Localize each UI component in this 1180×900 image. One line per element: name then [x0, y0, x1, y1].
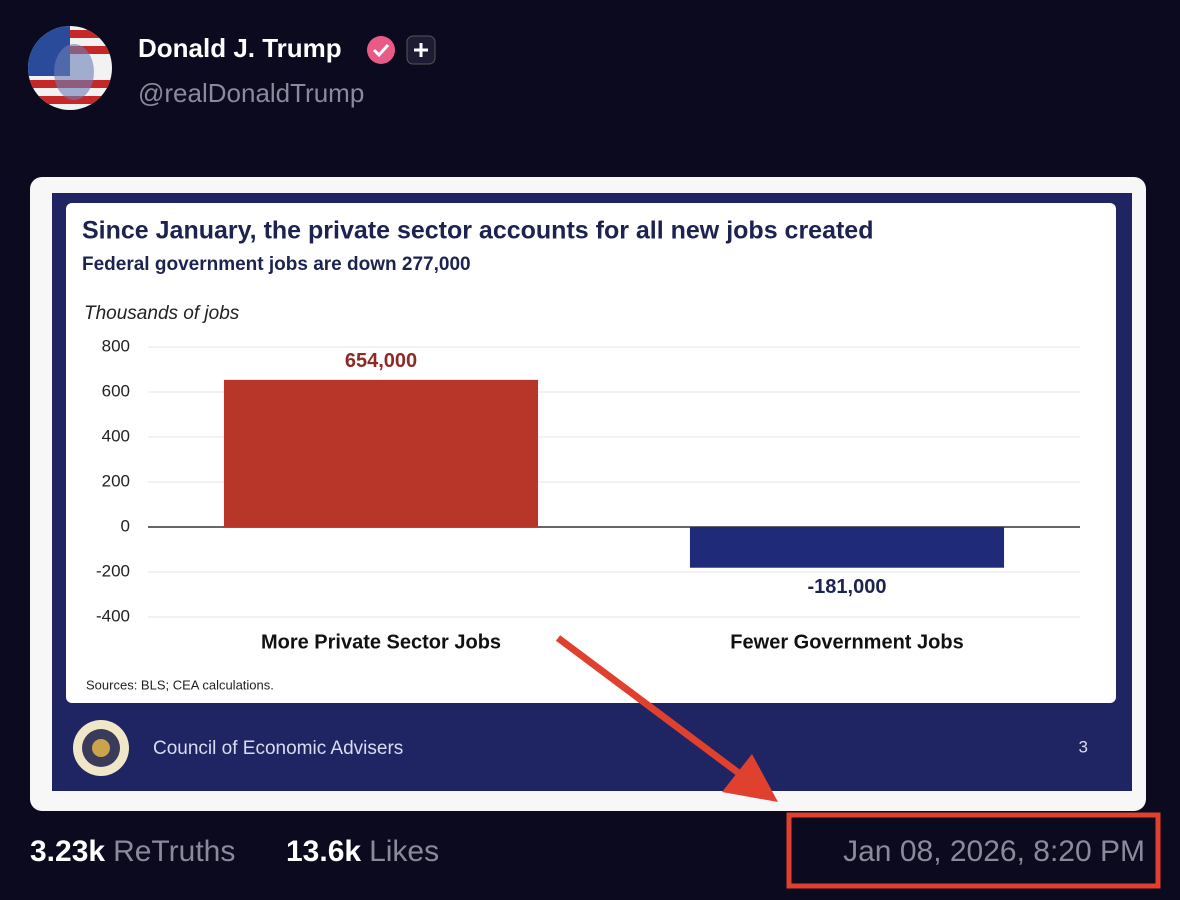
y-tick-label: -400	[96, 606, 130, 625]
y-tick-label: 0	[121, 516, 130, 535]
y-tick-label: 800	[102, 336, 130, 355]
retruths-label[interactable]: ReTruths	[113, 835, 235, 868]
red-arrow	[555, 635, 778, 802]
y-tick-label: -200	[96, 561, 130, 580]
x-tick-label: More Private Sector Jobs	[261, 631, 501, 653]
y-axis-label: Thousands of jobs	[84, 303, 240, 324]
slide-footer: Council of Economic Advisers	[153, 738, 403, 759]
handle[interactable]: @realDonaldTrump	[138, 78, 364, 108]
seal	[73, 720, 129, 776]
value-label: -181,000	[808, 576, 887, 598]
avatar[interactable]	[28, 26, 112, 110]
slide-panel	[66, 203, 1116, 703]
verified-check	[372, 43, 390, 58]
y-tick-label: 400	[102, 426, 130, 445]
bar	[689, 527, 1005, 568]
likes-count[interactable]: 13.6k	[286, 835, 361, 868]
bar	[223, 379, 539, 527]
likes-label[interactable]: Likes	[369, 835, 439, 868]
retruths-count[interactable]: 3.23k	[30, 835, 105, 868]
chart-title: Since January, the private sector accoun…	[82, 217, 873, 245]
page-number: 3	[1079, 737, 1088, 756]
x-tick-label: Fewer Government Jobs	[730, 631, 963, 653]
retruths[interactable]: 3.23k ReTruths	[30, 835, 235, 868]
display-name[interactable]: Donald J. Trump	[138, 33, 342, 63]
value-label: 654,000	[345, 350, 417, 372]
y-tick-label: 200	[102, 471, 130, 490]
highlight-box	[786, 812, 1161, 889]
source: Sources: BLS; CEA calculations.	[86, 677, 274, 692]
likes[interactable]: 13.6k Likes	[286, 835, 439, 868]
verified-badge	[367, 36, 395, 64]
timestamp[interactable]: Jan 08, 2026, 8:20 PM	[843, 835, 1145, 868]
plus-icon	[414, 43, 428, 57]
y-tick-label: 600	[102, 381, 130, 400]
chart-subtitle: Federal government jobs are down 277,000	[82, 254, 471, 275]
chart: Since January, the private sector accoun…	[82, 217, 1080, 692]
